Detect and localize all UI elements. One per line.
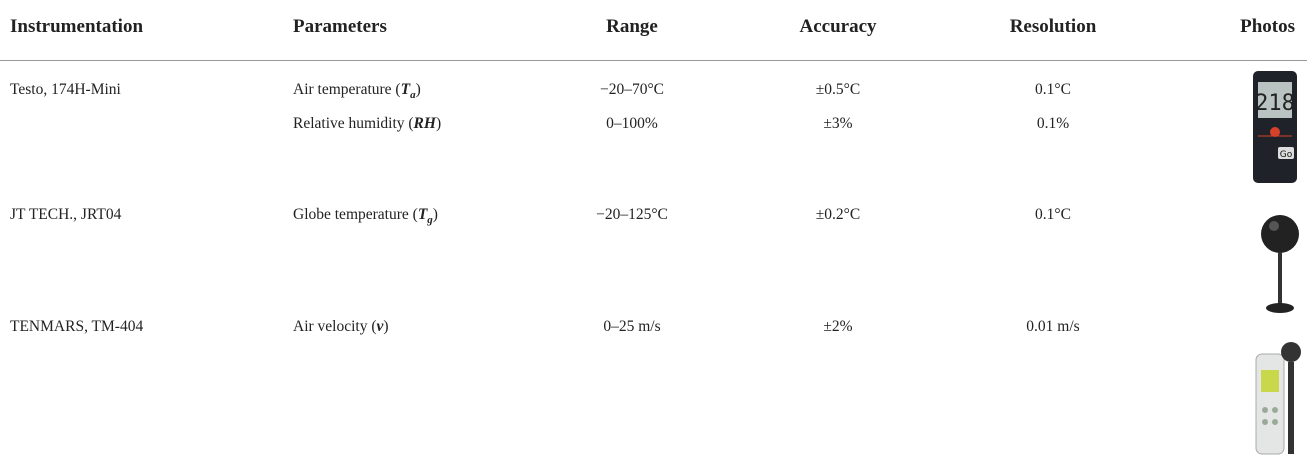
accuracy: ±3%	[823, 115, 853, 132]
range: 0–100%	[606, 115, 658, 132]
parameter-symbol: v	[376, 318, 384, 335]
accuracy: ±2%	[823, 318, 853, 335]
resolution: 0.1°C	[1035, 206, 1071, 223]
column-header: Resolution	[1009, 16, 1097, 37]
parameter: Globe temperature (Tg)	[293, 205, 438, 230]
accuracy: ±0.5°C	[815, 81, 861, 98]
instrument-name: Testo, 174H-Mini	[10, 81, 121, 98]
parameter-symbol: Ta	[400, 81, 416, 102]
column-header: Photos	[1240, 16, 1295, 37]
parameter-close: )	[383, 318, 389, 335]
photo-testo: 218 Go	[1253, 71, 1297, 183]
range: −20–70°C	[599, 81, 665, 98]
resolution: 0.01 m/s	[1026, 318, 1080, 335]
parameter: Air velocity (v)	[293, 317, 389, 337]
parameter-name: Air temperature (	[293, 81, 401, 98]
parameter: Relative humidity (RH)	[293, 114, 441, 134]
column-header: Instrumentation	[10, 16, 144, 37]
photo-globe	[1261, 215, 1299, 313]
photo-anemometer	[1255, 342, 1301, 455]
resolution: 0.1%	[1036, 115, 1070, 132]
parameter-subscript: g	[427, 214, 433, 227]
column-header: Range	[606, 16, 658, 37]
instrument-name: TENMARS, TM-404	[10, 318, 144, 335]
parameter-close: )	[415, 81, 421, 98]
header-rule	[0, 60, 1307, 61]
svg-text:218: 218	[1255, 91, 1295, 116]
parameter: Air temperature (Ta)	[293, 80, 421, 105]
column-header: Parameters	[293, 16, 387, 37]
parameter-symbol: Tg	[417, 206, 433, 227]
range: 0–25 m/s	[603, 318, 661, 335]
parameter-close: )	[435, 115, 442, 132]
parameter-subscript: a	[410, 89, 416, 102]
svg-text:Go: Go	[1280, 150, 1293, 160]
resolution: 0.1°C	[1035, 81, 1071, 98]
parameter-name: Air velocity (	[293, 318, 377, 335]
column-header: Accuracy	[799, 16, 877, 37]
parameter-close: )	[432, 206, 438, 223]
parameter-symbol: RH	[413, 115, 436, 132]
parameter-name: Globe temperature (	[293, 206, 418, 223]
range: −20–125°C	[596, 206, 668, 223]
parameter-name: Relative humidity (	[293, 115, 414, 132]
accuracy: ±0.2°C	[815, 206, 861, 223]
instrument-name: JT TECH., JRT04	[10, 206, 122, 223]
